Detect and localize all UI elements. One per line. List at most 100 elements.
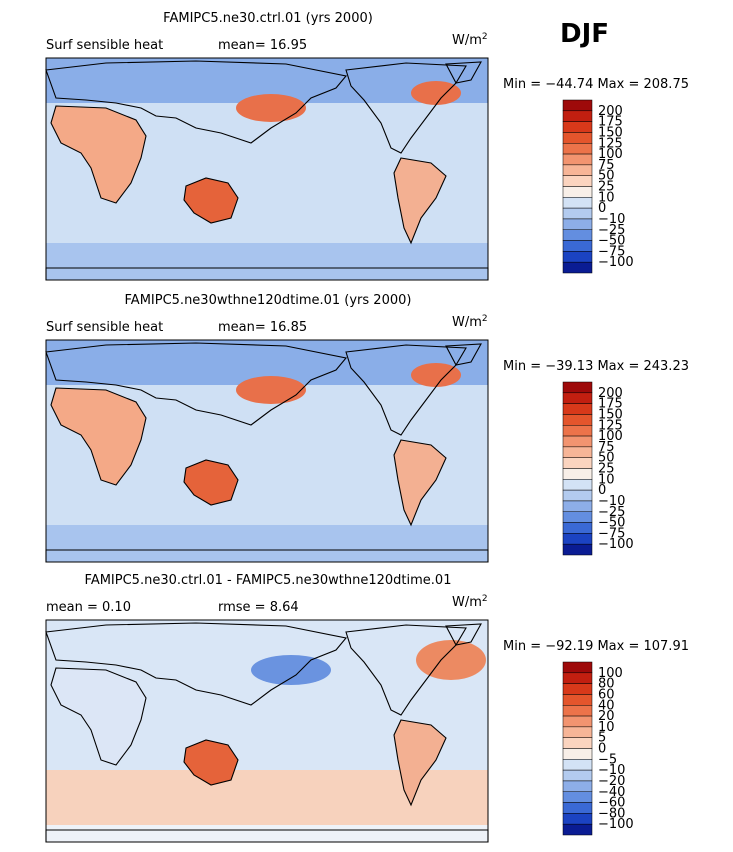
colorbar-label: −100	[598, 817, 634, 832]
colorbar-box	[562, 153, 593, 166]
coastline	[45, 622, 348, 706]
colorbar-label: 25	[598, 462, 615, 477]
center-label: mean= 16.85	[218, 320, 307, 335]
colorbar-label: −10	[598, 212, 625, 227]
colorbar-label: 5	[598, 731, 606, 746]
colorbar-box	[562, 511, 593, 523]
antarctica-fill	[46, 825, 488, 842]
colorbar-box	[562, 143, 593, 155]
colorbar-label: −10	[598, 494, 625, 509]
colorbar-label: 200	[598, 386, 623, 401]
center-label: mean= 16.95	[218, 38, 307, 53]
range-label: Min = −92.19 Max = 107.91	[503, 639, 689, 654]
map-frame	[45, 57, 489, 281]
colorbar-label: 20	[598, 709, 615, 724]
colorbar-label: 10	[598, 472, 615, 487]
units-sup: 2	[482, 594, 488, 604]
units-sup: 2	[482, 32, 488, 42]
colorbar-box	[562, 748, 593, 760]
colorbar-box	[562, 207, 593, 220]
units-base: W/m	[452, 33, 482, 48]
map	[45, 619, 489, 843]
coastline	[183, 459, 239, 506]
coastline	[345, 62, 467, 154]
coastline	[393, 439, 447, 527]
range-label: Min = −44.74 Max = 208.75	[503, 77, 689, 92]
colorbar-box	[562, 672, 593, 684]
colorbar-label: −50	[598, 516, 625, 531]
units: W/m2	[452, 594, 488, 610]
colorbar-box	[562, 769, 593, 782]
colorbar-box	[562, 229, 593, 241]
colorbar-box	[562, 715, 593, 728]
neg-pac	[251, 655, 331, 685]
australia-fill	[184, 460, 238, 505]
colorbar-label: −10	[598, 763, 625, 778]
colorbar-box	[562, 403, 593, 415]
coastline	[445, 61, 482, 84]
south-band	[46, 243, 488, 263]
coastline	[50, 387, 147, 486]
colorbar-box	[562, 489, 593, 502]
australia-fill	[184, 740, 238, 785]
colorbar-box	[562, 261, 593, 274]
colorbar-box	[562, 164, 593, 176]
colorbar-label: 10	[598, 190, 615, 205]
colorbar-label: −40	[598, 785, 625, 800]
colorbar-label: −100	[598, 255, 634, 270]
panel-title: FAMIPC5.ne30.ctrl.01 - FAMIPC5.ne30wthne…	[85, 573, 452, 588]
colorbar-box	[562, 802, 593, 814]
coastline	[345, 624, 467, 716]
colorbar-box	[562, 392, 593, 404]
colorbar-label: 0	[598, 201, 606, 216]
kuroshio	[236, 94, 306, 122]
panel-title: FAMIPC5.ne30wthne120dtime.01 (yrs 2000)	[125, 293, 412, 308]
colorbar-label: 75	[598, 440, 615, 455]
left-label: mean = 0.10	[46, 600, 131, 615]
range-label: Min = −39.13 Max = 243.23	[503, 359, 689, 374]
colorbar-label: −60	[598, 796, 625, 811]
colorbar-box	[562, 197, 593, 209]
colorbar-box	[562, 737, 593, 749]
left-label: Surf sensible heat	[46, 38, 163, 53]
colorbar-label: 50	[598, 169, 615, 184]
colorbar-box	[562, 121, 593, 133]
africa-fill	[51, 106, 146, 203]
colorbar-label: −100	[598, 537, 634, 552]
samerica-fill	[394, 158, 446, 243]
coastline	[345, 344, 467, 436]
map-frame	[45, 339, 489, 563]
units-sup: 2	[482, 314, 488, 324]
colorbar-box	[562, 500, 593, 512]
colorbar-label: 125	[598, 136, 623, 151]
colorbar-label: 150	[598, 407, 623, 422]
colorbar-label: 40	[598, 698, 615, 713]
kuroshio	[236, 376, 306, 404]
colorbar-label: 0	[598, 742, 606, 757]
colorbar-box	[562, 683, 593, 695]
colorbar-box	[562, 414, 593, 426]
colorbar-label: −25	[598, 223, 625, 238]
left-label: Surf sensible heat	[46, 320, 163, 335]
samerica-fill	[394, 440, 446, 525]
colorbar-label: 125	[598, 418, 623, 433]
season-label: DJF	[560, 19, 609, 49]
colorbar-label: 100	[598, 666, 623, 681]
colorbar-box	[562, 479, 593, 491]
map	[45, 339, 489, 563]
colorbar-label: −20	[598, 774, 625, 789]
colorbar-box	[562, 705, 593, 717]
gulfstream	[411, 81, 461, 105]
colorbar-label: −80	[598, 806, 625, 821]
panel-title: FAMIPC5.ne30.ctrl.01 (yrs 2000)	[163, 11, 373, 26]
colorbar-label: 200	[598, 104, 623, 119]
colorbar-label: 10	[598, 720, 615, 735]
colorbar-box	[562, 457, 593, 469]
colorbar-label: −50	[598, 234, 625, 249]
coastline	[393, 719, 447, 807]
colorbar-box	[562, 694, 593, 706]
colorbar-box	[562, 823, 593, 836]
colorbar-label: 60	[598, 687, 615, 702]
colorbar-box	[562, 446, 593, 458]
